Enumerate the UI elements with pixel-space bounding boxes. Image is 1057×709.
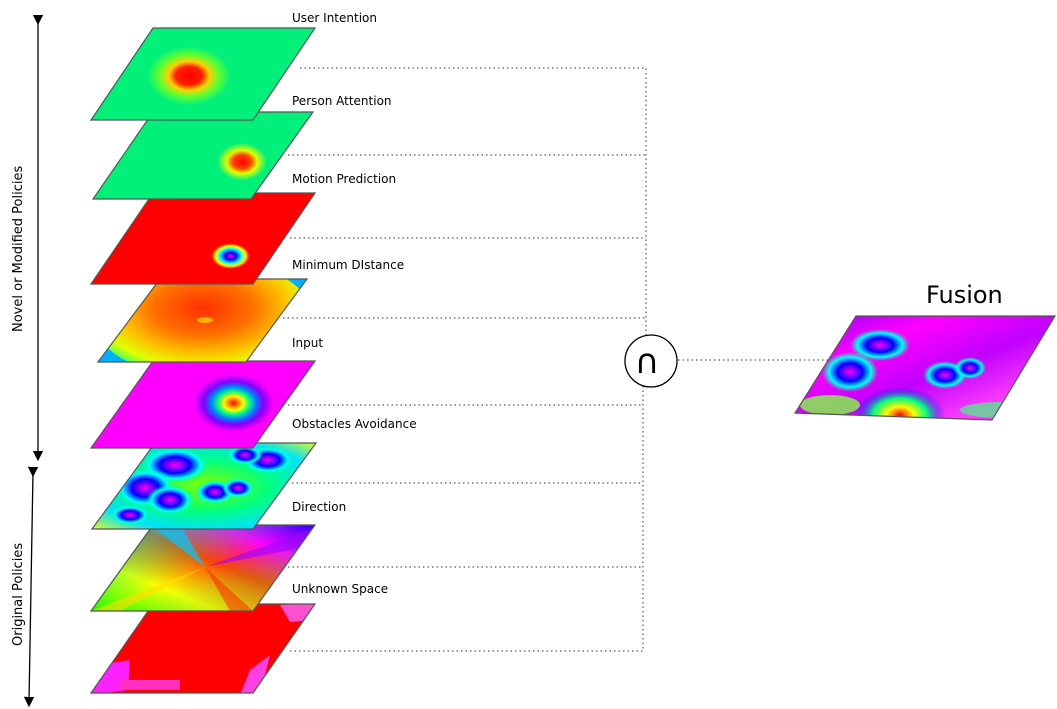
- fusion-map: [793, 315, 1057, 421]
- layer-obstacles-avoidance: [90, 442, 318, 530]
- layer-user-intention: [89, 27, 317, 121]
- label-unknown-space: Unknown Space: [292, 582, 389, 596]
- layer-person-attention: [91, 111, 315, 200]
- group-label-novel: Novel or Modified Policies: [11, 165, 26, 332]
- layer-input: [89, 360, 317, 449]
- label-direction: Direction: [292, 500, 347, 514]
- layer-direction: [89, 524, 317, 612]
- layer-unknown-space: [89, 603, 317, 694]
- label-motion-prediction: Motion Prediction: [292, 172, 397, 186]
- connector-lines: [283, 67, 843, 652]
- group-label-original: Original Policies: [11, 542, 26, 646]
- label-person-attention: Person Attention: [292, 94, 392, 108]
- intersection-operator: [624, 334, 678, 388]
- label-user-intention: User Intention: [292, 11, 377, 25]
- label-minimum-distance: Minimum DIstance: [292, 258, 405, 272]
- label-obstacles-avoidance: Obstacles Avoidance: [292, 417, 417, 431]
- fusion-title: Fusion: [926, 281, 1003, 309]
- layer-motion-prediction: [89, 192, 317, 285]
- intersection-symbol: ∩: [634, 342, 660, 382]
- label-input: Input: [292, 336, 324, 350]
- original-policies-arrow: [23, 466, 39, 708]
